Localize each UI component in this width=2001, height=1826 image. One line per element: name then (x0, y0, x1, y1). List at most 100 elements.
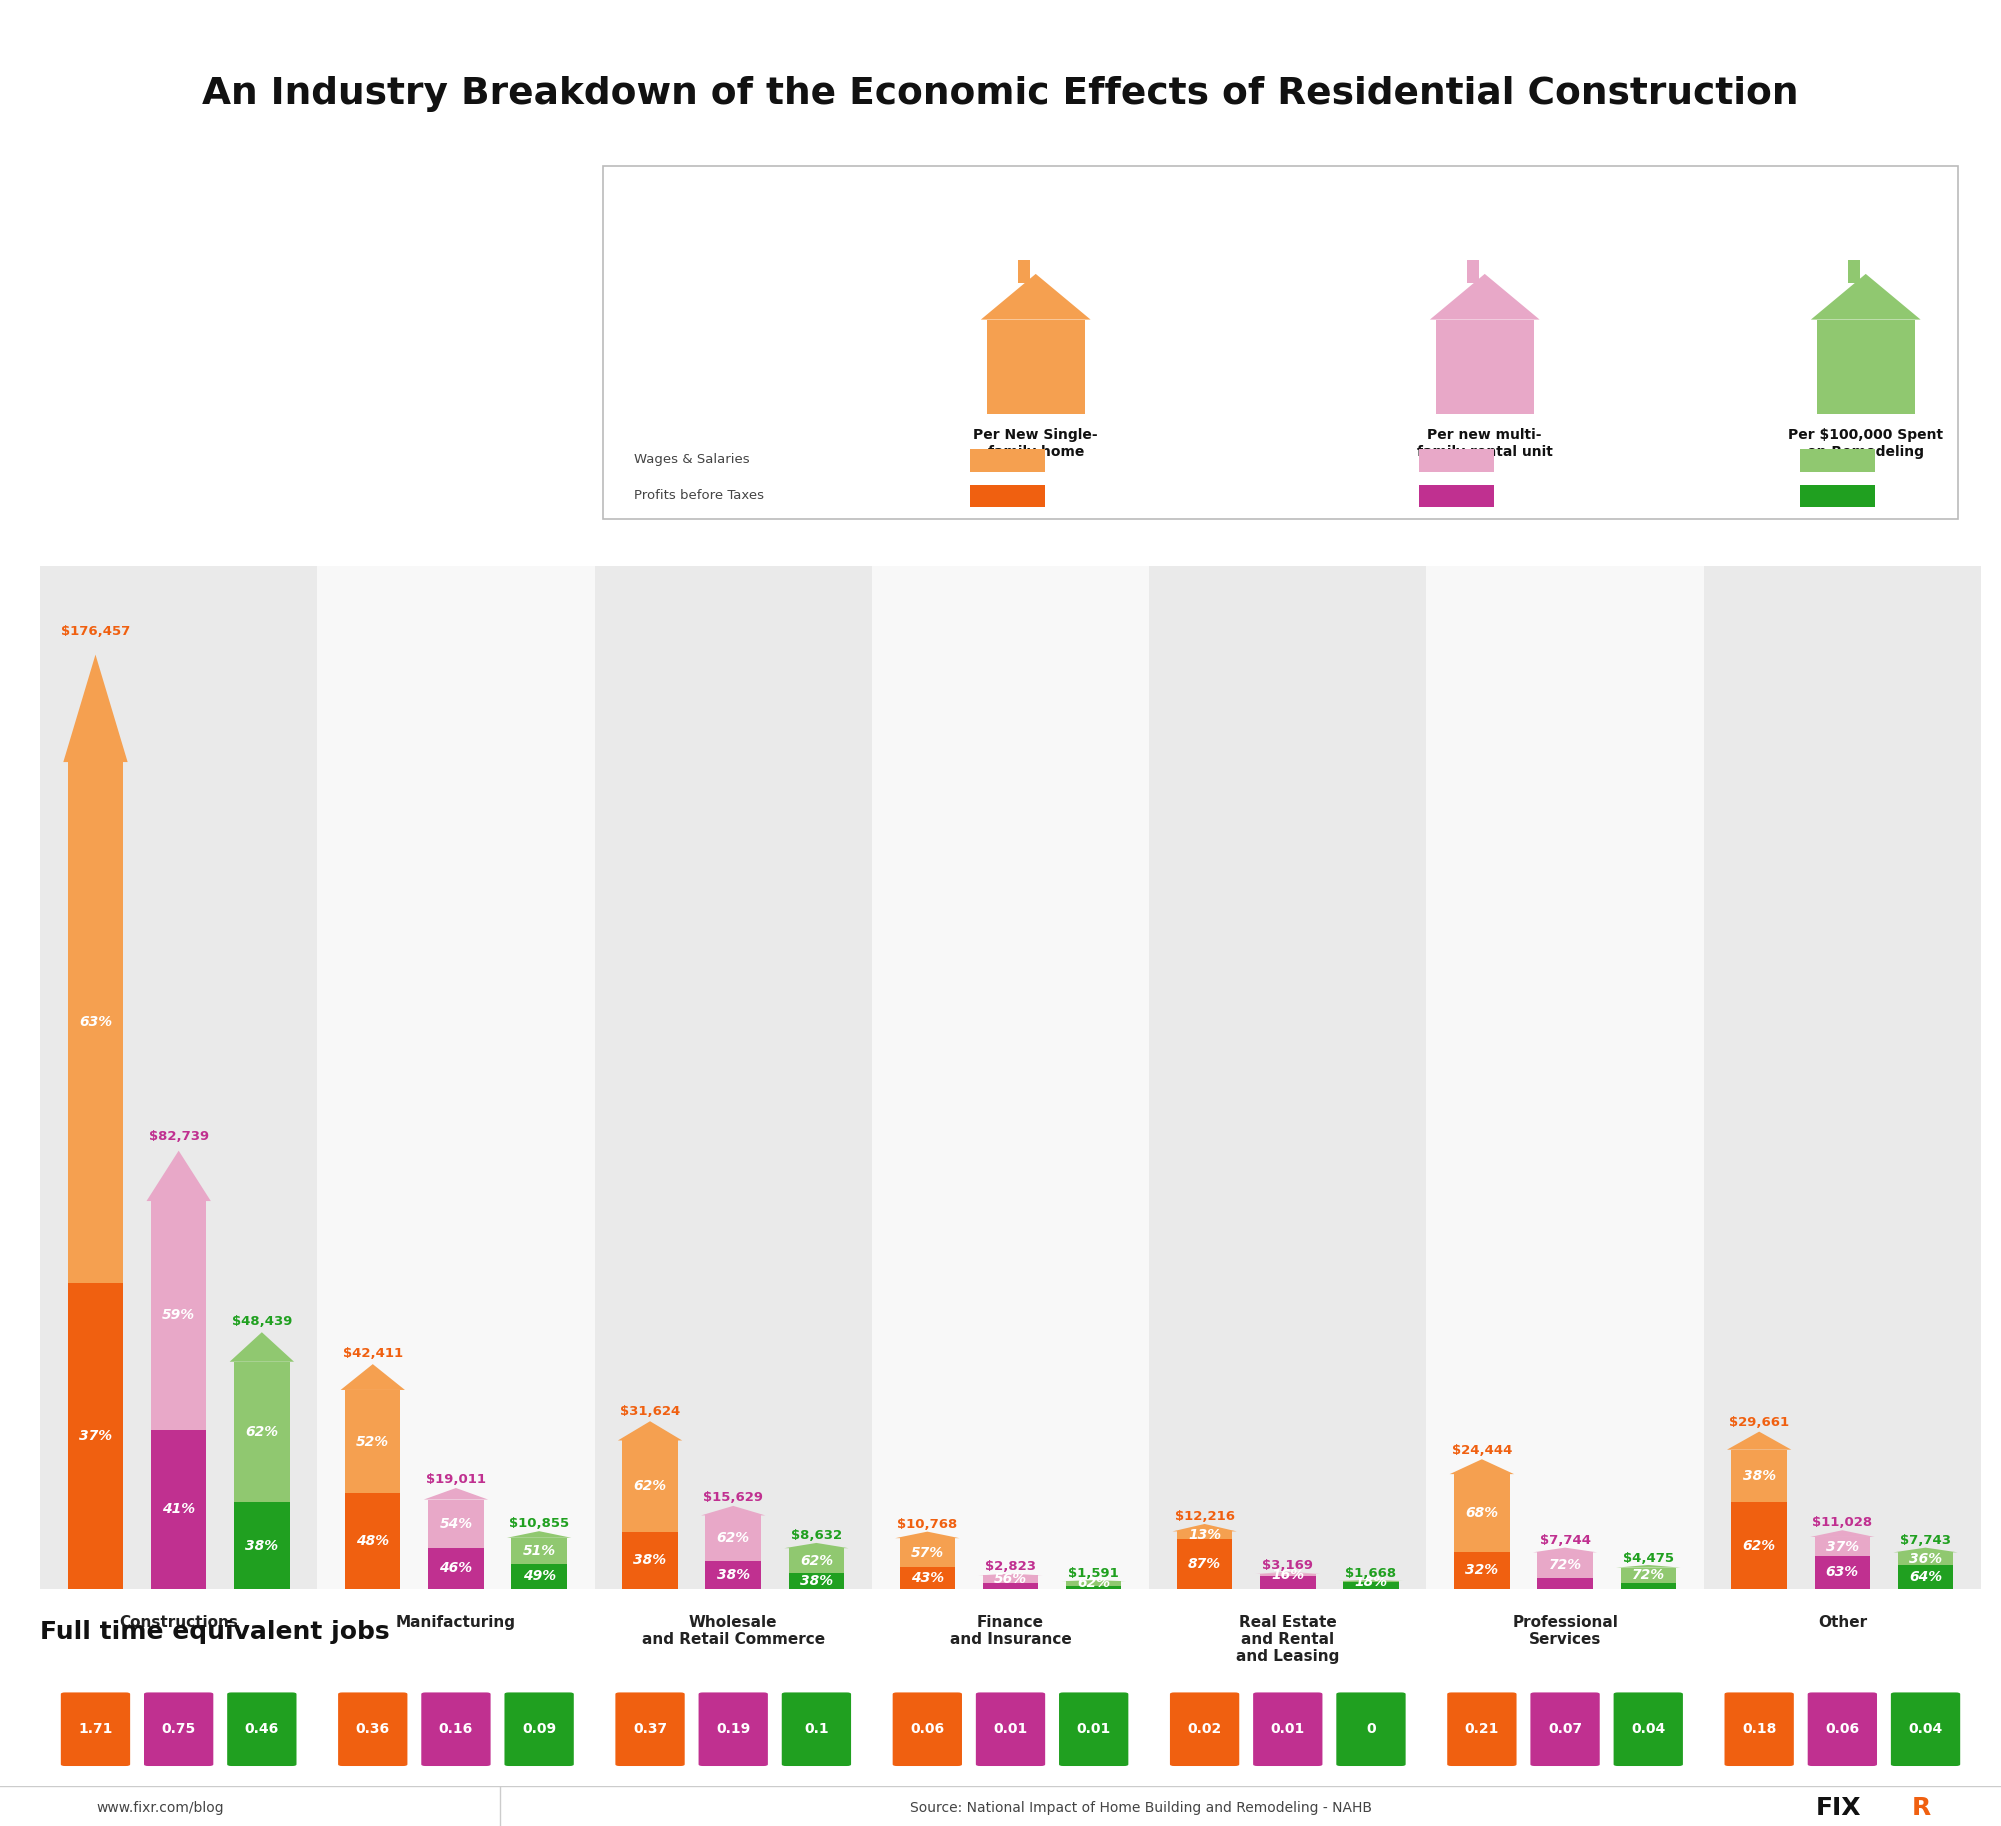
Bar (1177, 1532, 1233, 1539)
Text: 72%: 72% (1631, 1569, 1665, 1581)
Text: $11,028: $11,028 (1813, 1516, 1873, 1528)
Bar (1817, 320, 1915, 415)
Bar (622, 1532, 678, 1589)
Text: 72%: 72% (1549, 1558, 1581, 1572)
Bar (1849, 259, 1859, 283)
Bar (970, 486, 1045, 508)
Text: Full time equivalent jobs: Full time equivalent jobs (40, 1620, 390, 1645)
Text: 16%: 16% (1271, 1569, 1305, 1581)
Text: $12,216: $12,216 (1175, 1510, 1235, 1523)
Polygon shape (980, 274, 1091, 320)
Bar (900, 1567, 954, 1589)
Bar (706, 1516, 760, 1561)
Bar (1815, 1556, 1871, 1589)
Bar (1419, 449, 1495, 471)
Text: 62%: 62% (716, 1532, 750, 1545)
FancyBboxPatch shape (782, 1693, 850, 1766)
FancyBboxPatch shape (976, 1693, 1045, 1766)
Bar (512, 1537, 566, 1563)
Text: Profits before Taxes: Profits before Taxes (634, 489, 764, 502)
Text: 87%: 87% (1189, 1558, 1221, 1570)
Bar (1621, 1583, 1677, 1589)
Bar (1537, 1552, 1593, 1578)
Text: 0.06: 0.06 (910, 1722, 944, 1737)
Polygon shape (784, 1543, 848, 1548)
Text: 41%: 41% (162, 1503, 196, 1516)
Text: 62%: 62% (246, 1424, 278, 1439)
Text: 38%: 38% (246, 1539, 278, 1552)
Bar (1067, 1581, 1121, 1585)
Bar (900, 1537, 954, 1567)
Bar (982, 1583, 1039, 1589)
Text: 56%: 56% (994, 1572, 1027, 1587)
Text: 49%: 49% (522, 1569, 556, 1583)
Text: 0.18: 0.18 (1743, 1722, 1777, 1737)
Text: Per new multi-
family rental unit: Per new multi- family rental unit (1417, 429, 1553, 458)
Text: An Industry Breakdown of the Economic Effects of Residential Construction: An Industry Breakdown of the Economic Ef… (202, 77, 1799, 111)
Polygon shape (894, 1532, 960, 1537)
Text: FIX: FIX (1815, 1797, 1861, 1821)
Polygon shape (1533, 1548, 1597, 1552)
Text: 38%: 38% (716, 1569, 750, 1581)
Bar (1621, 1569, 1677, 1583)
Bar (1177, 1539, 1233, 1589)
FancyBboxPatch shape (60, 1693, 130, 1766)
Bar (1067, 1585, 1121, 1589)
Text: 0.16: 0.16 (438, 1722, 472, 1737)
Text: 0.36: 0.36 (356, 1722, 390, 1737)
Text: 0.09: 0.09 (522, 1722, 556, 1737)
Bar (1537, 1578, 1593, 1589)
Text: 18%: 18% (1355, 1574, 1387, 1589)
Text: $82,739: $82,739 (148, 1130, 208, 1143)
Bar (970, 449, 1045, 471)
Text: 13%: 13% (1189, 1528, 1221, 1543)
Text: $176,457: $176,457 (60, 624, 130, 637)
Text: $10,768: $10,768 (896, 1517, 956, 1530)
Bar (706, 1561, 760, 1589)
Text: $8,632: $8,632 (790, 1528, 842, 1543)
Bar (344, 1390, 400, 1494)
Text: 54%: 54% (440, 1517, 472, 1530)
Bar (344, 1494, 400, 1589)
Text: $42,411: $42,411 (342, 1348, 402, 1360)
Bar (1455, 1474, 1509, 1552)
Polygon shape (64, 654, 128, 761)
Text: Per $100,000 Spent
on Remodeling: Per $100,000 Spent on Remodeling (1789, 429, 1943, 458)
Bar (1019, 259, 1031, 283)
Bar (1437, 320, 1533, 415)
Text: $15,629: $15,629 (702, 1492, 762, 1505)
Text: 48%: 48% (356, 1534, 390, 1548)
Bar (1703, 566, 1981, 1589)
Polygon shape (424, 1488, 488, 1499)
Text: $7,744: $7,744 (1539, 1534, 1591, 1547)
Text: 1.71: 1.71 (78, 1722, 112, 1737)
FancyBboxPatch shape (1059, 1693, 1129, 1766)
Bar (872, 566, 1149, 1589)
Text: Professional
Services: Professional Services (1513, 1614, 1619, 1647)
Text: 62%: 62% (1077, 1576, 1111, 1590)
Text: $2,823: $2,823 (984, 1561, 1037, 1574)
Polygon shape (1255, 1572, 1321, 1574)
Polygon shape (340, 1364, 404, 1390)
FancyBboxPatch shape (1531, 1693, 1599, 1766)
Bar (1149, 566, 1427, 1589)
Text: 0.46: 0.46 (244, 1722, 278, 1737)
Text: 37%: 37% (78, 1428, 112, 1443)
Polygon shape (1893, 1548, 1957, 1552)
Text: 38%: 38% (1743, 1470, 1775, 1483)
Text: 37%: 37% (1825, 1539, 1859, 1554)
Text: $19,011: $19,011 (426, 1474, 486, 1486)
Text: 38%: 38% (634, 1554, 666, 1567)
FancyBboxPatch shape (1807, 1693, 1877, 1766)
FancyBboxPatch shape (1171, 1693, 1239, 1766)
Polygon shape (506, 1532, 572, 1537)
Text: 62%: 62% (800, 1554, 832, 1569)
FancyBboxPatch shape (228, 1693, 296, 1766)
FancyBboxPatch shape (338, 1693, 408, 1766)
Text: 0.19: 0.19 (716, 1722, 750, 1737)
Bar (234, 1503, 290, 1589)
Text: 0.02: 0.02 (1187, 1722, 1223, 1737)
Text: 0.07: 0.07 (1549, 1722, 1583, 1737)
Bar (1897, 1552, 1953, 1565)
Text: $7,743: $7,743 (1901, 1534, 1951, 1547)
